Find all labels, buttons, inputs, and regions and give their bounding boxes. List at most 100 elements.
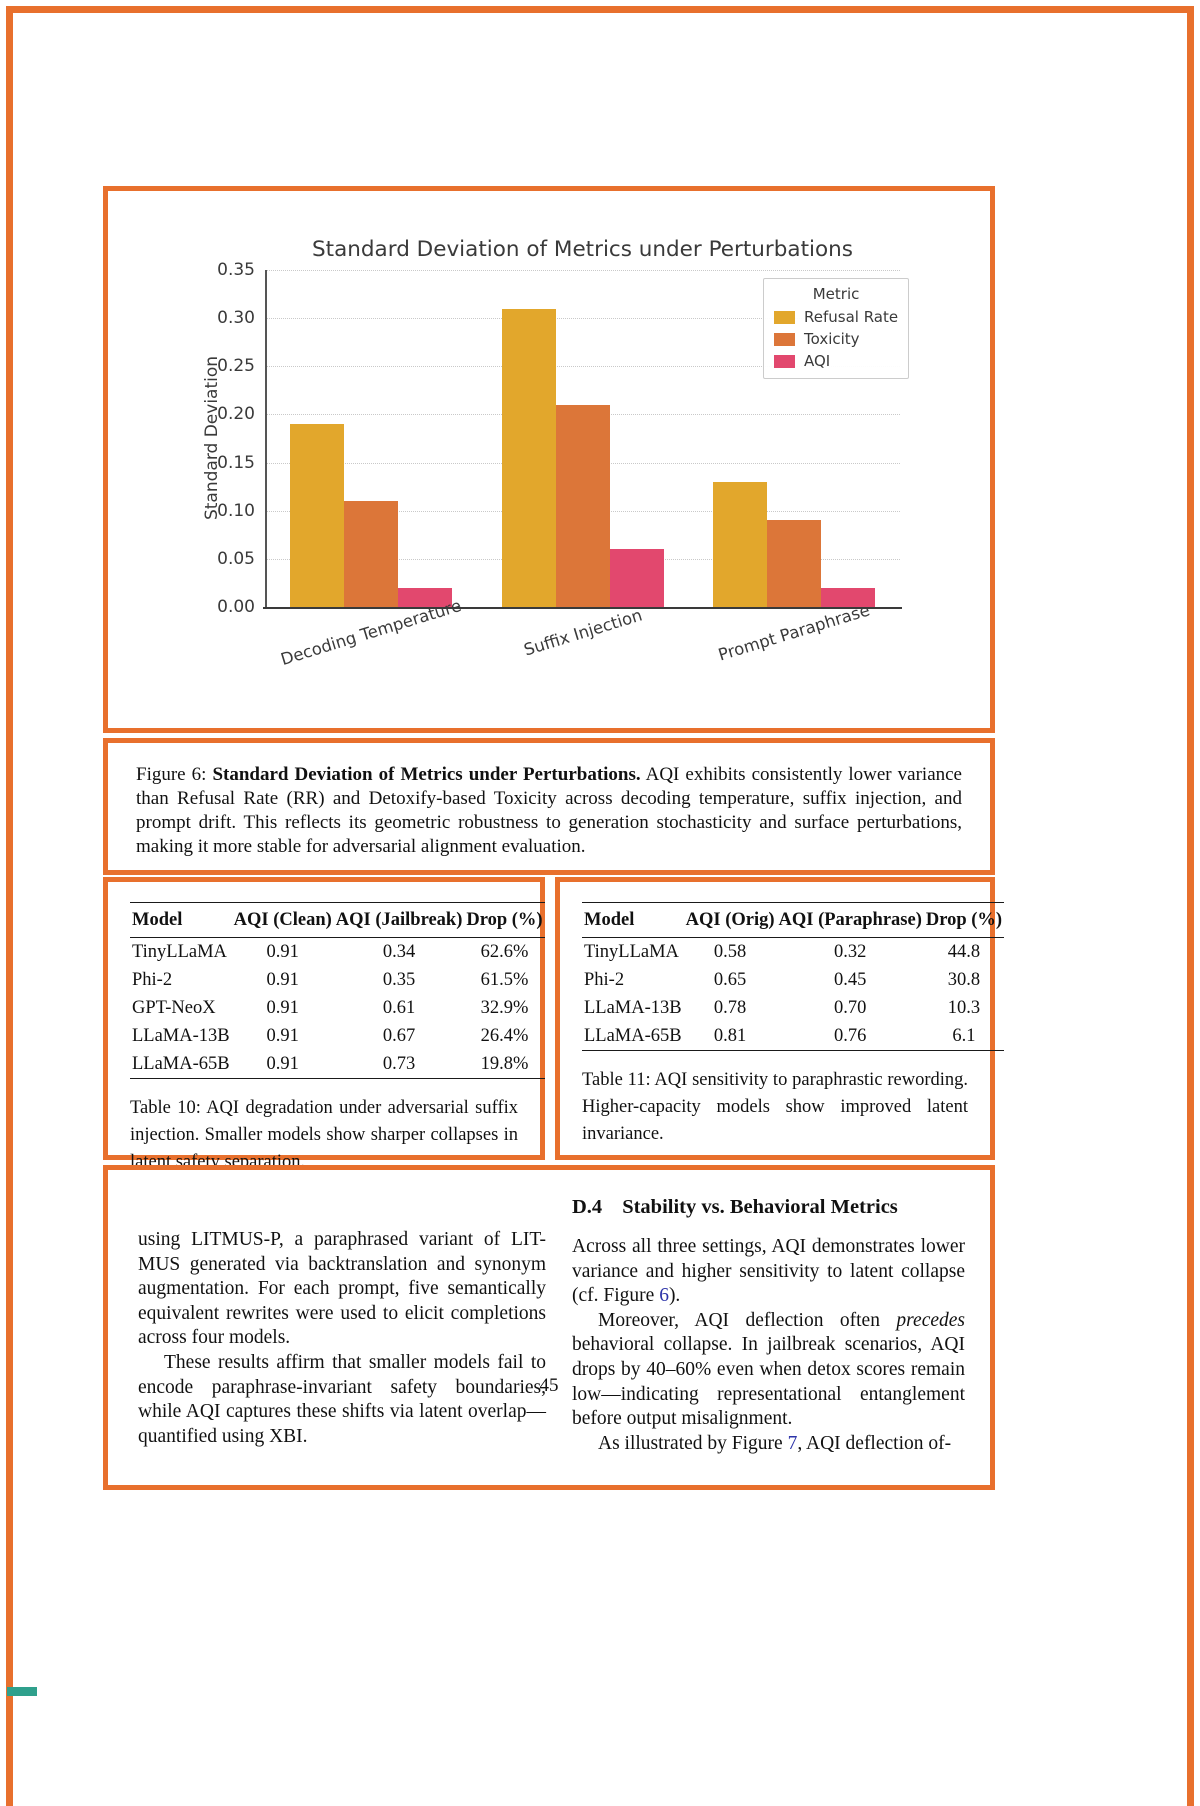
text-segment: AQI exhibits consistently lower variance… (136, 764, 962, 857)
table-row: Phi-2 0.65 0.45 30.8 (582, 966, 1004, 994)
text-segment: These results affirm that smaller models… (138, 1351, 546, 1447)
table-cell: 30.8 (947, 969, 981, 990)
table-cell: 0.45 (834, 969, 867, 990)
gridline (265, 366, 900, 368)
table-cell: TinyLLaMA (584, 941, 679, 962)
legend-item: Refusal Rate (774, 308, 898, 326)
text-segment: precedes (896, 1309, 965, 1331)
page-number: 45 (539, 1375, 559, 1396)
table-row: TinyLLaMA 0.58 0.32 44.8 (582, 938, 1004, 967)
legend-label: AQI (804, 352, 831, 370)
table-cell: LLaMA-13B (584, 997, 682, 1018)
table11: Model AQI (Orig) AQI (Paraphrase) Drop (%) T… (582, 902, 1005, 1051)
section-number: D.4 (572, 1196, 603, 1218)
table-cell: 0.91 (266, 969, 299, 990)
table-header-cell: Drop (%) (925, 910, 1003, 930)
table-cell: 0.32 (834, 941, 867, 962)
text-segment: As illustrated by Figure (598, 1432, 788, 1454)
y-tick-label: 0.35 (217, 260, 255, 280)
table-cell: 61.5% (480, 969, 529, 990)
bar-toxicity (343, 501, 398, 607)
text-segment: using LITMUS-P, a paraphrased variant of… (138, 1229, 546, 1349)
body-paragraph: Across all three settings, AQI demonstra… (572, 1235, 965, 1309)
table-header-cell: AQI (Paraphrase) (778, 910, 922, 930)
paper-page: { "colors": { "frame_orange": "#E8702D",… (6, 6, 1194, 1806)
table-header-cell: Model (132, 910, 183, 930)
y-tick-label: 0.00 (217, 597, 255, 617)
text-segment: Figure 6: (136, 764, 213, 785)
table-cell: 26.4% (480, 1025, 529, 1046)
table-cell: 0.65 (713, 969, 747, 990)
gridline (265, 270, 900, 271)
bar-refusal-rate (713, 481, 768, 607)
two-column-layout: using LITMUS-P, a paraphrased variant of… (138, 1190, 965, 1456)
section-heading: D.4 Stability vs. Behavioral Metrics (572, 1196, 965, 1219)
left-column: using LITMUS-P, a paraphrased variant of… (138, 1228, 546, 1456)
text-segment: behavioral collapse. In jailbreak scenar… (572, 1334, 965, 1430)
table-cell: 0.91 (266, 1053, 299, 1074)
table-header-cell: AQI (Jailbreak) (335, 910, 463, 930)
body-text-box: using LITMUS-P, a paraphrased variant of… (103, 1165, 995, 1490)
table-header-cell: AQI (Orig) (685, 910, 775, 930)
table-cell: 0.91 (266, 1025, 299, 1046)
y-axis-spine (265, 270, 267, 607)
section-title: Stability vs. Behavioral Metrics (622, 1196, 898, 1218)
y-tick-label: 0.30 (217, 308, 255, 329)
text-segment: Across all three settings, AQI demonstra… (572, 1236, 965, 1307)
table-cell: 0.73 (382, 1053, 416, 1074)
figure-ref-link[interactable]: 7 (787, 1432, 798, 1454)
legend-label: Toxicity (804, 330, 860, 348)
body-paragraph: These results affirm that smaller models… (138, 1351, 546, 1449)
table-cell: 10.3 (947, 997, 981, 1018)
text-segment: ). (668, 1285, 681, 1307)
body-paragraph: using LITMUS-P, a paraphrased variant of… (138, 1228, 546, 1351)
table10-caption: Table 10: AQI degradation under adversar… (130, 1098, 518, 1172)
table-cell: 0.91 (266, 941, 299, 962)
figure6-box: Standard Deviation of Metrics under Pert… (103, 186, 995, 733)
bar-aqi (821, 587, 876, 607)
table-cell: Phi-2 (584, 969, 625, 990)
table-cell: 0.58 (713, 941, 747, 962)
table-row: TinyLLaMA 0.91 0.34 62.6% (130, 938, 545, 967)
bar-refusal-rate (289, 424, 344, 607)
chart-legend: Metric Refusal Rate Toxicity AQI (763, 278, 910, 379)
figure-ref-link[interactable]: 6 (659, 1285, 669, 1307)
bar-toxicity (555, 404, 610, 607)
table-header-cell: AQI (Clean) (233, 910, 332, 930)
table-row: LLaMA-65B 0.81 0.76 6.1 (582, 1022, 1005, 1051)
table-cell: 0.34 (382, 941, 416, 962)
x-category-label: Prompt Paraphrase (716, 600, 873, 665)
legend-swatch-icon (774, 310, 795, 324)
body-paragraph: Moreover, AQI deflection often precedes … (572, 1309, 965, 1432)
legend-item: AQI (774, 352, 898, 370)
table-cell: 19.8% (480, 1053, 529, 1074)
chart-title: Standard Deviation of Metrics under Pert… (312, 237, 853, 262)
next-page-frame-sliver (7, 1687, 37, 1696)
table-header-cell: Drop (%) (466, 910, 543, 930)
text-segment: , AQI deflection of- (797, 1432, 952, 1454)
table-header-cell: Model (584, 910, 635, 930)
y-tick-label: 0.20 (217, 404, 255, 425)
table-row: LLaMA-65B 0.91 0.73 19.8% (130, 1050, 545, 1079)
table-cell: Phi-2 (132, 969, 173, 990)
text-segment: Standard Deviation of Metrics under Pert… (212, 764, 641, 785)
table-row: GPT-NeoX 0.91 0.61 32.9% (130, 994, 545, 1022)
figure6-caption: Figure 6: Standard Deviation of Metrics … (136, 763, 962, 859)
bar-toxicity (767, 520, 822, 607)
legend-swatch-icon (774, 354, 795, 368)
table-cell: 32.9% (480, 997, 529, 1018)
table-cell: 6.1 (952, 1025, 976, 1046)
table-cell: 0.91 (266, 997, 299, 1018)
legend-item: Toxicity (774, 330, 898, 348)
table-cell: LLaMA-13B (132, 1025, 230, 1046)
table-cell: 0.76 (834, 1025, 867, 1046)
table-cell: 0.67 (382, 1025, 416, 1046)
table-cell: 0.81 (713, 1025, 747, 1046)
y-tick-label: 0.10 (217, 500, 255, 521)
x-category-label: Suffix Injection (521, 605, 644, 660)
y-axis-label: Standard Deviation (202, 355, 222, 521)
legend-swatch-icon (774, 332, 795, 346)
table-cell: 0.61 (382, 997, 416, 1018)
y-tick-label: 0.25 (217, 356, 255, 377)
table-cell: 0.35 (382, 969, 416, 990)
